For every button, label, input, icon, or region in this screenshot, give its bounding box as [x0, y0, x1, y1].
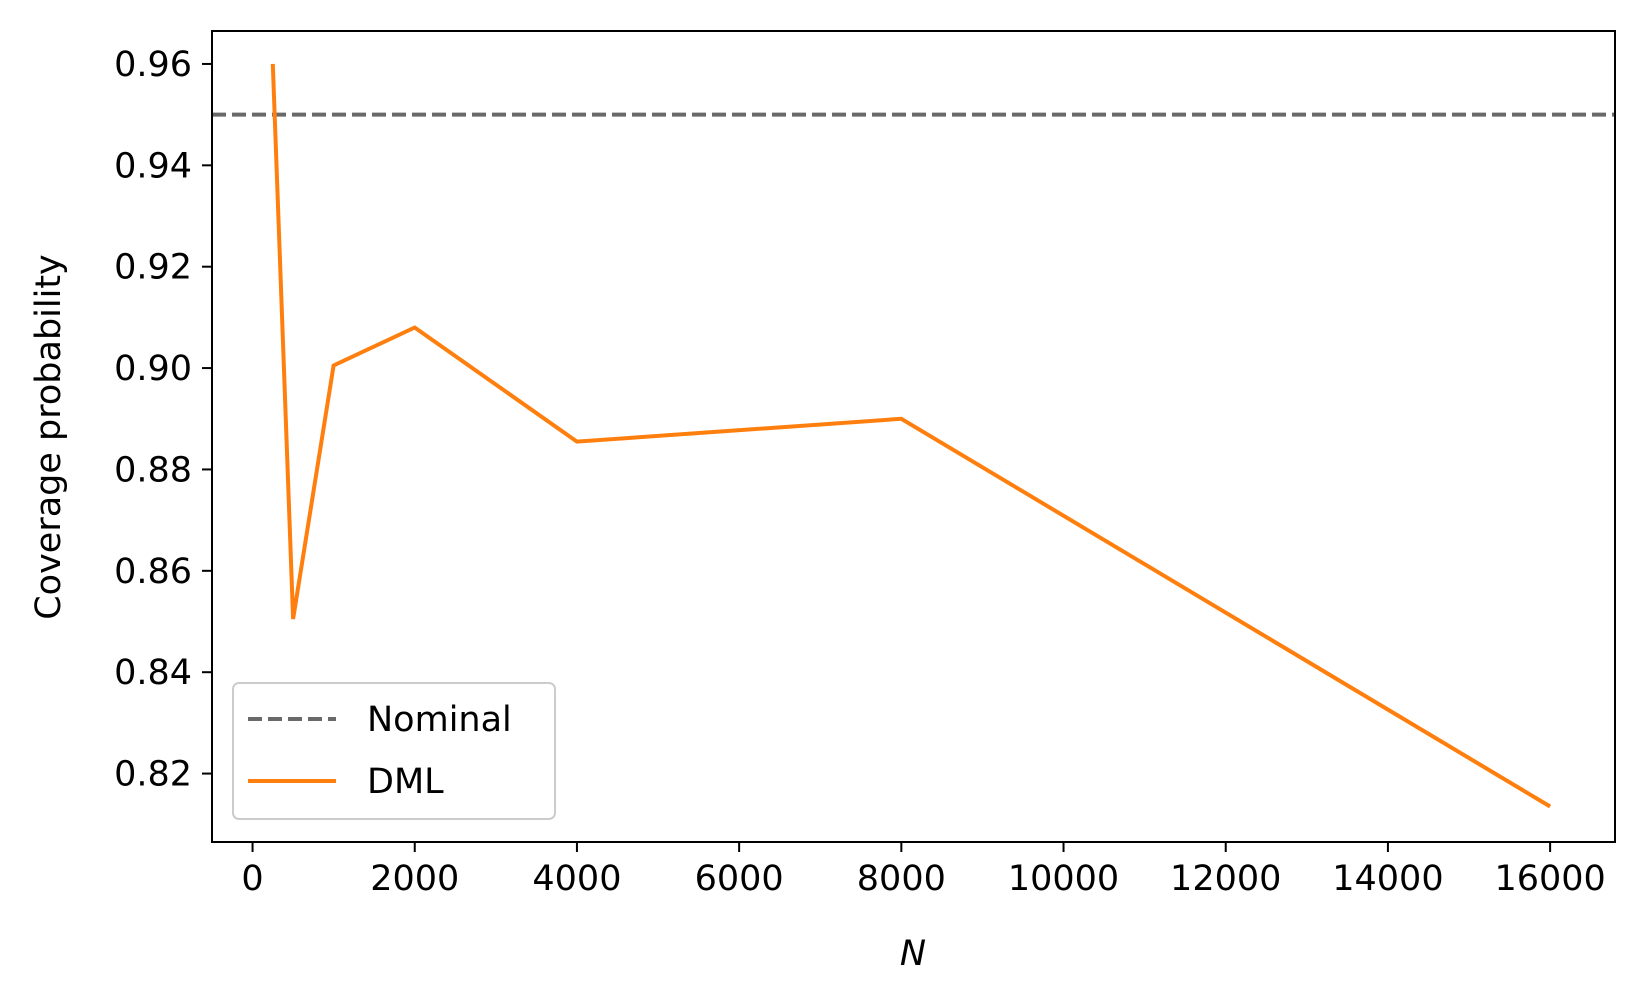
dml-series-line — [270, 63, 1552, 809]
y-tick-label: 0.96 — [114, 45, 192, 85]
x-axis: 0 2000 4000 6000 8000 10000 12000 14000 16000 — [241, 842, 1606, 899]
x-tick-label: 2000 — [370, 859, 459, 899]
x-tick-label: 6000 — [695, 859, 784, 899]
x-tick-label: 10000 — [1008, 859, 1119, 899]
x-tick-label: 4000 — [532, 859, 621, 899]
x-tick-label: 0 — [241, 859, 263, 899]
legend: Nominal DML — [232, 682, 556, 820]
y-tick-label: 0.94 — [114, 146, 192, 186]
y-tick-label: 0.86 — [114, 552, 192, 592]
y-tick-label: 0.82 — [114, 755, 192, 795]
x-tick-label: 14000 — [1332, 859, 1443, 899]
x-tick-label: 12000 — [1170, 859, 1281, 899]
legend-label-nominal: Nominal — [367, 700, 512, 740]
x-axis-label: N — [900, 934, 926, 974]
y-tick-label: 0.92 — [114, 248, 192, 288]
y-axis-label: Coverage probability — [29, 254, 69, 620]
y-axis: 0.82 0.84 0.86 0.88 0.90 0.92 0.94 0.96 — [114, 45, 212, 795]
x-tick-label: 8000 — [857, 859, 946, 899]
y-tick-label: 0.90 — [114, 349, 192, 389]
y-tick-label: 0.84 — [114, 653, 192, 693]
x-tick-label: 16000 — [1494, 859, 1605, 899]
plot-frame — [211, 30, 1616, 843]
y-tick-label: 0.88 — [114, 450, 192, 490]
plot-area — [212, 63, 1615, 809]
legend-label-dml: DML — [367, 762, 444, 802]
